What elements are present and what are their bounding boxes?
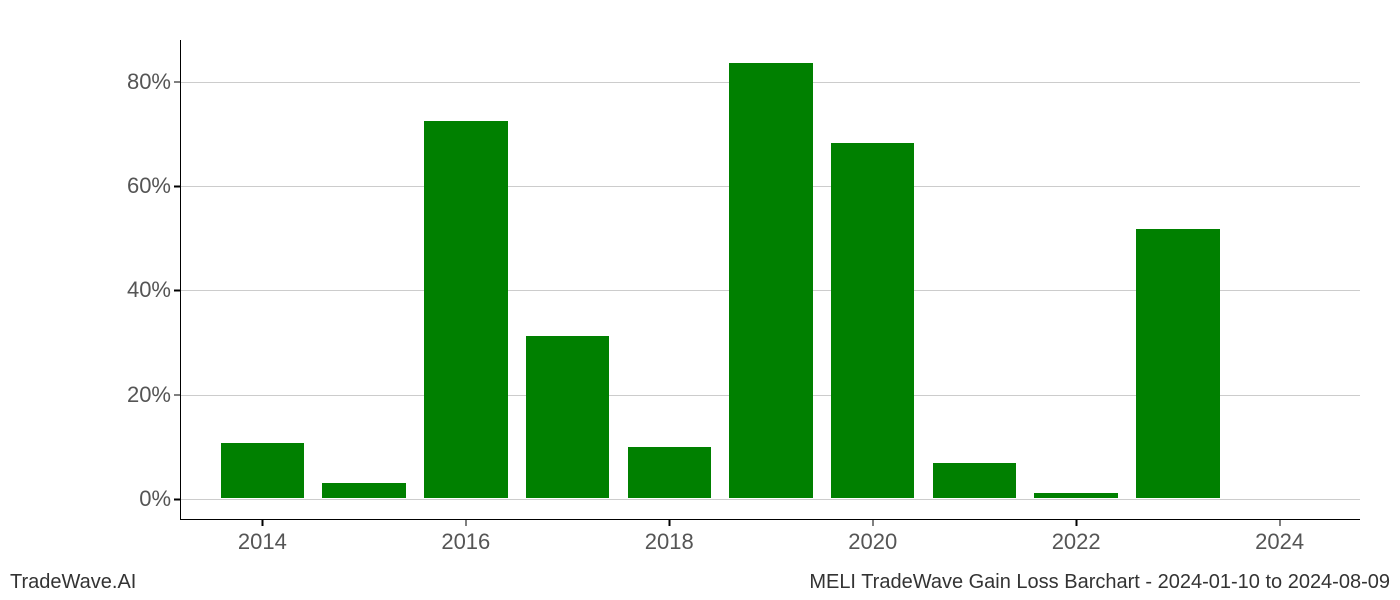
data-bar [933, 463, 1016, 498]
y-tick-label: 60% [127, 173, 181, 199]
data-bar [628, 447, 711, 498]
y-tick-label: 0% [139, 486, 181, 512]
plot-area: 0%20%40%60%80%201420162018202020222024 [180, 40, 1360, 520]
x-tick-label: 2018 [645, 519, 694, 555]
x-tick-label: 2016 [441, 519, 490, 555]
y-tick-label: 40% [127, 277, 181, 303]
y-tick-label: 80% [127, 69, 181, 95]
y-tick-label: 20% [127, 382, 181, 408]
footer-left-text: TradeWave.AI [10, 571, 136, 594]
data-bar [221, 443, 304, 498]
data-bar [322, 483, 405, 499]
chart-container: 0%20%40%60%80%201420162018202020222024 T… [0, 0, 1400, 600]
data-bar [424, 121, 507, 498]
x-tick-label: 2022 [1052, 519, 1101, 555]
x-tick-label: 2024 [1255, 519, 1304, 555]
data-bar [831, 143, 914, 498]
data-bar [526, 336, 609, 498]
y-gridline [181, 499, 1360, 500]
x-tick-label: 2020 [848, 519, 897, 555]
footer-right-text: MELI TradeWave Gain Loss Barchart - 2024… [809, 571, 1390, 594]
x-tick-label: 2014 [238, 519, 287, 555]
data-bar [1136, 229, 1219, 498]
data-bar [1034, 493, 1117, 498]
data-bar [729, 63, 812, 499]
